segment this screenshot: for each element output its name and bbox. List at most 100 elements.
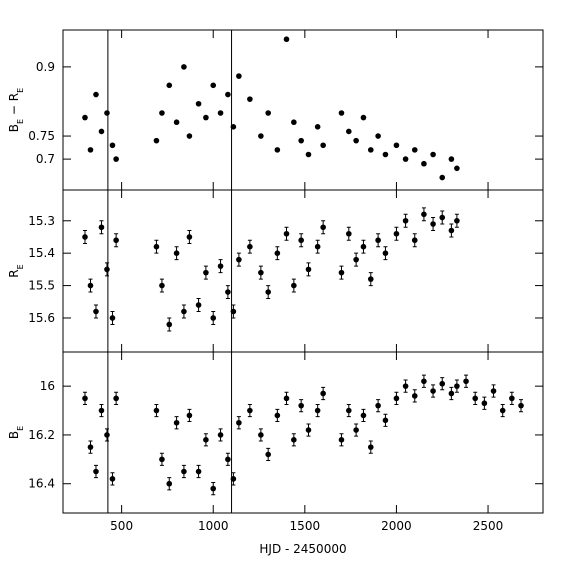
data-point <box>463 378 469 385</box>
data-point <box>236 419 242 426</box>
data-point <box>360 243 367 250</box>
data-point <box>305 151 312 158</box>
data-point <box>173 119 180 126</box>
data-point <box>82 395 88 402</box>
data-point <box>93 468 99 475</box>
y-tick-label: 0.9 <box>36 60 55 74</box>
data-point <box>393 230 400 237</box>
data-point <box>320 142 326 149</box>
y-axis-label: RE <box>7 264 25 277</box>
data-point <box>186 234 193 240</box>
data-point <box>448 156 455 162</box>
data-point <box>98 224 105 231</box>
data-point <box>247 243 253 250</box>
panel-frame <box>62 189 544 353</box>
data-point <box>181 468 187 475</box>
data-point <box>283 395 290 402</box>
data-point <box>93 308 99 315</box>
data-point <box>402 217 409 224</box>
data-point <box>109 476 116 482</box>
data-point <box>181 308 187 315</box>
x-tick-label: 2500 <box>473 519 504 533</box>
data-point <box>181 64 187 70</box>
data-point <box>186 133 193 139</box>
data-point <box>153 137 160 144</box>
data-point <box>490 388 497 394</box>
data-point <box>430 388 436 394</box>
data-point <box>338 437 345 443</box>
data-point <box>173 419 180 426</box>
data-point <box>274 147 281 153</box>
data-point <box>382 250 389 256</box>
data-point <box>421 378 427 385</box>
data-point <box>98 407 105 414</box>
data-point <box>87 147 94 153</box>
x-tick-label: 1000 <box>198 519 229 533</box>
data-point <box>173 250 180 256</box>
data-point <box>225 91 231 98</box>
data-point <box>203 114 209 121</box>
y-tick-label: 16.2 <box>28 428 55 442</box>
data-point <box>421 211 427 218</box>
data-point <box>210 485 217 492</box>
data-point <box>104 432 110 438</box>
data-point <box>439 174 446 181</box>
data-point <box>104 266 110 273</box>
data-point <box>203 269 209 276</box>
data-point <box>230 476 237 482</box>
data-point <box>454 217 460 224</box>
data-point <box>305 427 312 433</box>
data-point <box>247 407 253 414</box>
data-point <box>454 383 460 389</box>
y-tick-label: 15.3 <box>28 214 55 228</box>
data-point <box>375 133 381 139</box>
x-tick-label: 500 <box>110 519 133 533</box>
data-point <box>210 315 217 321</box>
data-point <box>402 156 409 162</box>
data-point <box>265 110 271 116</box>
data-point <box>93 91 99 98</box>
data-point <box>472 395 479 402</box>
data-point <box>109 142 116 149</box>
data-point <box>509 395 515 402</box>
data-point <box>82 234 88 240</box>
data-point <box>430 151 436 158</box>
data-point <box>393 395 400 402</box>
data-point <box>283 230 290 237</box>
data-point <box>353 427 359 433</box>
data-point <box>153 243 160 250</box>
y-tick-label: 15.5 <box>28 279 55 293</box>
data-point <box>166 480 173 487</box>
data-point <box>411 147 418 153</box>
data-point <box>430 221 436 227</box>
data-point <box>411 393 418 399</box>
data-point <box>411 237 418 244</box>
data-point <box>265 289 271 295</box>
data-point <box>454 165 460 172</box>
data-point <box>314 407 321 414</box>
data-point <box>225 289 231 295</box>
data-point <box>421 160 427 167</box>
y-tick-label: 16.4 <box>28 477 55 491</box>
data-point <box>98 128 105 135</box>
data-point <box>159 282 165 289</box>
y-tick-label: 16 <box>40 379 55 393</box>
data-point <box>265 451 271 458</box>
data-point <box>291 437 297 443</box>
data-point <box>305 266 312 273</box>
data-point <box>236 256 242 263</box>
panel-frame <box>62 29 544 191</box>
data-point <box>375 237 381 244</box>
data-point <box>217 263 224 269</box>
data-point <box>298 402 304 409</box>
data-point <box>236 73 242 79</box>
data-point <box>258 432 264 438</box>
data-point <box>346 128 352 135</box>
data-point <box>153 407 160 414</box>
panel-frame <box>62 351 544 514</box>
y-tick-label: 0.7 <box>36 152 55 166</box>
data-point <box>353 137 359 144</box>
data-point <box>367 147 374 153</box>
x-tick-label: 2000 <box>381 519 412 533</box>
